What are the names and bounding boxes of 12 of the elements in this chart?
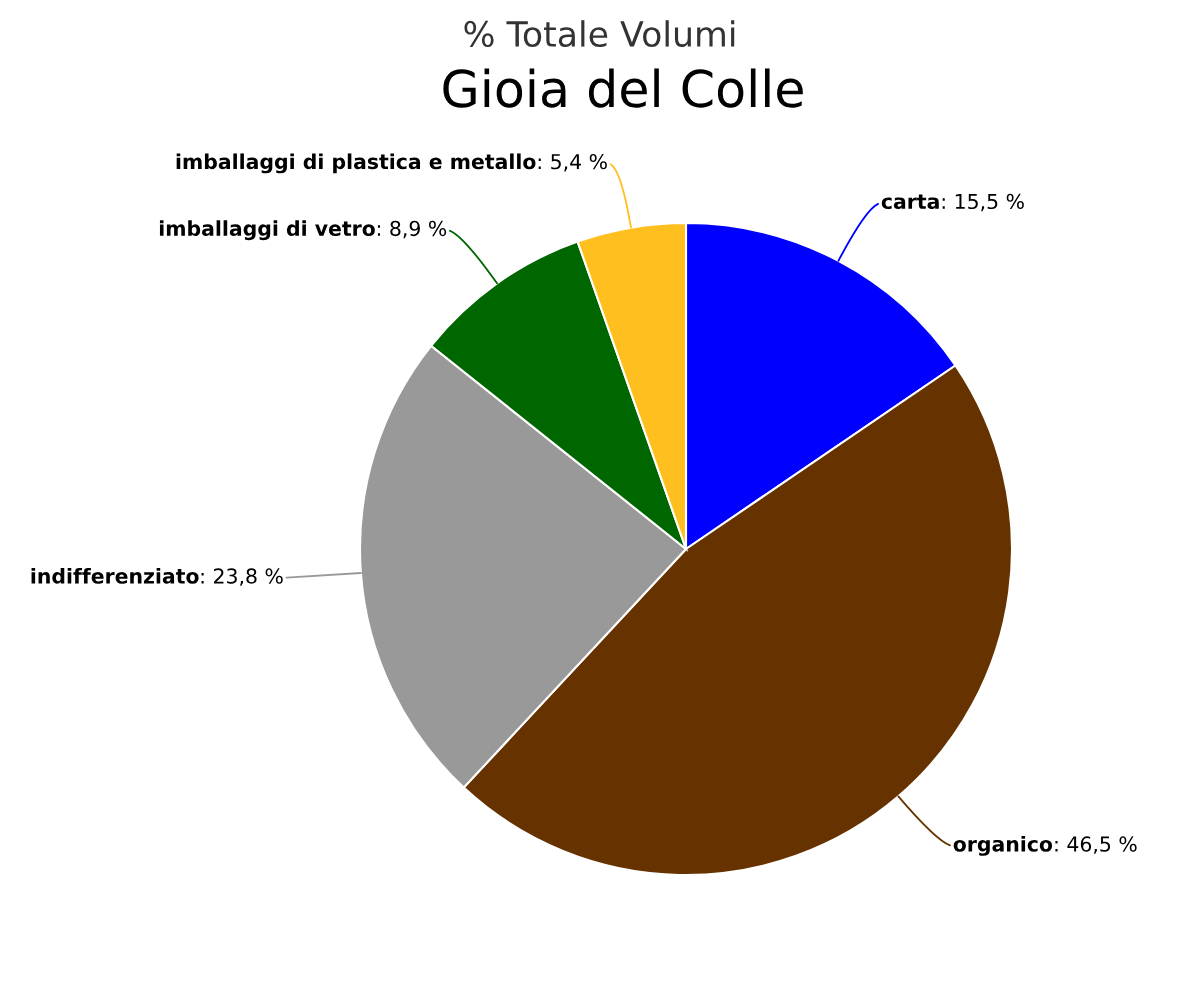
slice-label: organico [953, 835, 1053, 856]
chart-title: % Totale Volumi [464, 20, 735, 48]
slice-label: imballaggi di vetro [159, 220, 375, 241]
data-label: : 5,4 % [538, 153, 607, 172]
slice-label: imballaggi di plastica e metallo [176, 153, 536, 174]
slice-label: indifferenziato [31, 567, 199, 584]
data-label: : 46,5 % [1055, 836, 1137, 854]
slice-label: carta [881, 194, 939, 210]
data-label: : 8,9 % [377, 220, 447, 239]
chart-subtitle: Gioia del Colle [443, 68, 803, 108]
data-label: : 15,5 % [942, 193, 1024, 212]
data-label: : 23,8 % [201, 568, 283, 586]
